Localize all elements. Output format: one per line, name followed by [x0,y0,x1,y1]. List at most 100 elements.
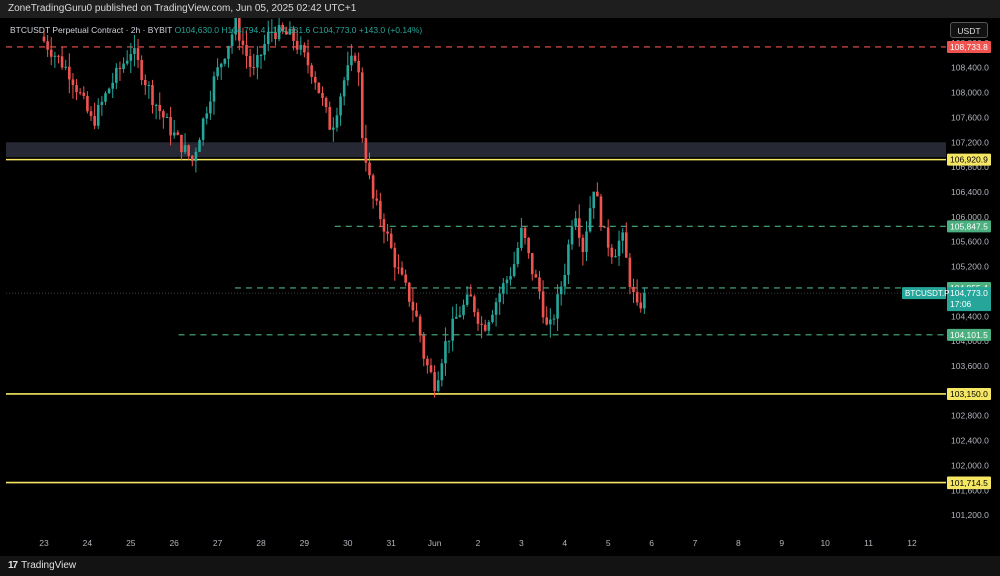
candle-body [169,116,172,136]
candle-body [96,105,100,126]
candle-body [57,55,60,57]
candle-body [241,40,245,45]
x-tick-label: 11 [864,538,873,548]
candle-body [494,302,498,315]
candle-body [603,226,606,228]
y-tick-label: 101,200.0 [951,510,989,520]
candle-body [407,282,411,302]
x-tick-label: 28 [256,538,266,548]
candle-body [46,41,49,50]
candle-body [89,111,93,116]
candle-body [617,240,621,257]
candle-body [259,54,263,56]
candle-body [281,24,284,32]
candle-body [389,233,393,248]
candle-body [498,293,501,303]
candle-body [201,118,205,140]
tradingview-logo[interactable]: 17 TradingView [8,560,76,571]
candle-body [379,200,382,220]
candle-body [360,72,364,139]
candle-body [350,55,353,66]
candle-body [545,317,549,325]
candle-body [502,283,505,294]
candle-body [368,162,371,176]
level-price-label: 106,920.9 [950,155,988,165]
x-tick-label: 30 [343,538,353,548]
candle-body [364,138,368,163]
level-price-label-bg [947,153,991,166]
candle-body [592,191,596,209]
x-tick-label: 12 [907,538,917,548]
candle-body [172,132,176,136]
candle-body [198,139,201,152]
candle-body [223,58,227,64]
level-price-label: 103,150.0 [950,389,988,399]
candle-body [512,264,516,277]
candle-body [606,227,610,248]
legend-ohlc: O104,630.0 H104,794.4 L104,581.6 C104,77… [174,25,423,35]
candle-body [245,44,248,56]
symbol-tag-bg [902,287,946,300]
x-tick-label: Jun [428,538,442,548]
candle-body [82,92,86,96]
candle-body [194,151,198,162]
y-tick-label: 102,800.0 [951,411,989,421]
candle-body [64,66,67,68]
x-tick-label: 31 [386,538,396,548]
currency-button[interactable]: USDT [950,22,988,38]
candle-body [505,279,509,284]
candle-body [111,82,115,89]
x-tick-label: 10 [820,538,830,548]
level-price-label: 104,101.5 [950,330,988,340]
candle-body [219,63,223,68]
candle-body [559,286,563,295]
y-tick-label: 107,600.0 [951,112,989,122]
chart-legend: BTCUSDT Perpetual Contract · 2h · BYBIT … [10,25,422,35]
candle-body [635,292,639,303]
y-tick-label: 104,000.0 [951,336,989,346]
candle-body [68,66,71,80]
candle-body [596,191,599,197]
publisher-line: ZoneTradingGuru0 published on TradingVie… [8,3,357,14]
candlestick-chart[interactable]: 108,800.0108,400.0108,000.0107,600.0107,… [6,18,994,554]
candle-body [436,380,440,392]
candle-body [158,104,162,112]
y-tick-label: 105,600.0 [951,237,989,247]
candle-body [599,196,603,227]
candle-body [527,238,530,254]
candle-body [393,247,397,268]
chart-frame: 108,800.0108,400.0108,000.0107,600.0107,… [6,18,994,554]
candle-body [530,253,534,275]
candle-body [183,145,187,153]
symbol-tag: BTCUSDT.P [905,289,949,298]
candle-body [538,277,541,292]
candle-body [335,115,339,128]
candle-body [248,55,252,68]
candle-body [42,36,46,42]
candle-body [585,231,588,252]
candle-body [295,40,299,50]
candle-body [444,341,447,364]
candle-body [541,291,545,318]
countdown-label: 17:06 [950,299,972,309]
candle-body [118,67,122,70]
candle-body [397,267,400,269]
x-tick-label: 4 [562,538,567,548]
candle-body [313,76,317,83]
candle-body [86,95,89,112]
candle-body [465,294,469,305]
candle-body [440,363,444,381]
candle-body [632,287,635,293]
candle-body [628,257,632,288]
candle-body [451,318,454,341]
candle-body [274,31,277,40]
candle-body [328,107,332,130]
candle-body [266,31,270,45]
candle-body [53,55,57,57]
candle-body [469,294,473,297]
candle-body [567,244,570,276]
candle-body [476,312,480,324]
legend-symbol: BTCUSDT Perpetual Contract · 2h · BYBIT [10,25,173,35]
candle-body [556,294,559,319]
candle-body [342,80,346,97]
